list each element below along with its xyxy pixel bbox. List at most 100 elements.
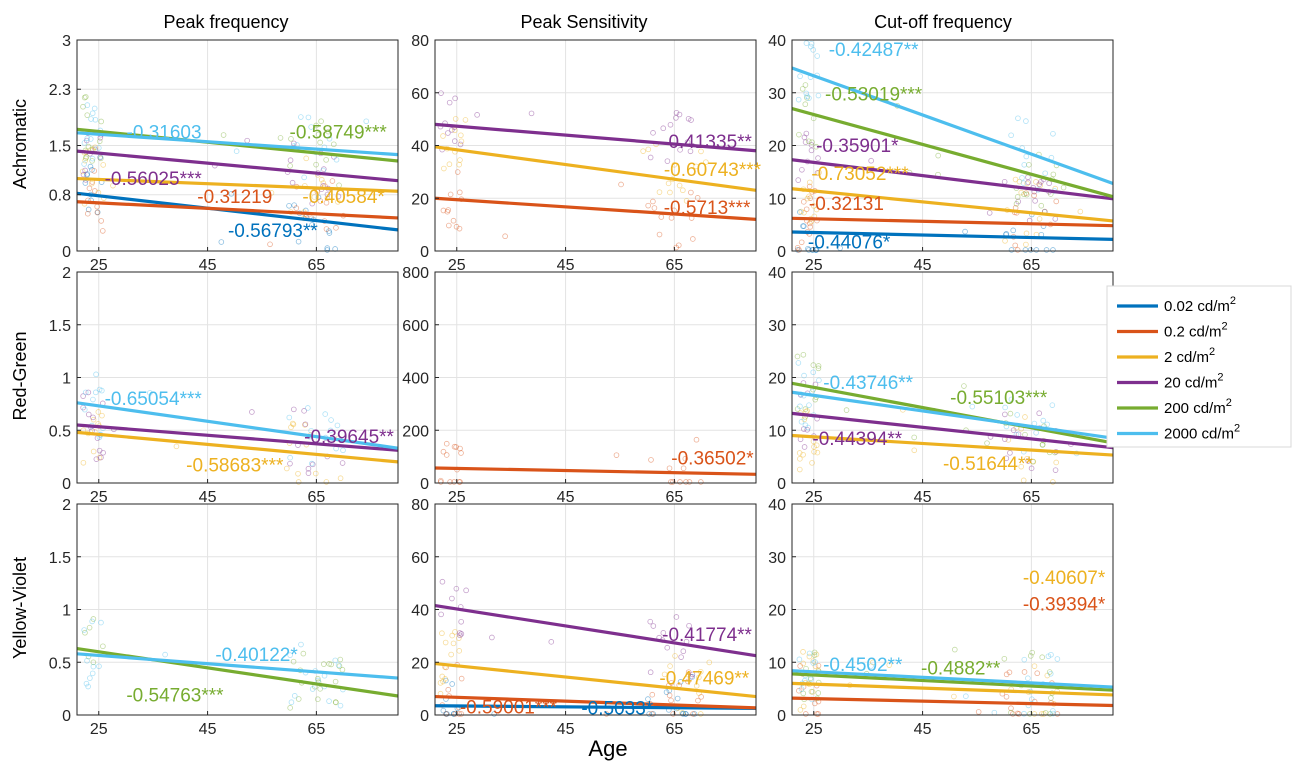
scatter-point [1031, 663, 1038, 669]
scatter-point [675, 242, 682, 249]
scatter-point [812, 396, 819, 403]
scatter-point [796, 450, 803, 456]
scatter-point [98, 619, 104, 626]
scatter-point [1038, 179, 1044, 185]
x-tick-label: 65 [665, 721, 683, 738]
scatter-point [1030, 458, 1037, 465]
panel-r1-c0: 25 45 65 0 0.5 1 1.5 2 -0.65054*** -0.39645** -0.5… [49, 265, 399, 506]
y-tick-label: 400 [402, 371, 429, 388]
scatter-point [1027, 247, 1034, 253]
scatter-point [1053, 198, 1060, 205]
scatter-point [801, 416, 808, 423]
scatter-point [843, 407, 850, 413]
scatter-point [810, 658, 817, 664]
y-tick-label: 0 [62, 244, 71, 261]
correlation-label: -0.31603 [127, 122, 202, 143]
scatter-point [1003, 455, 1010, 462]
scatter-point [308, 460, 315, 467]
scatter-point [688, 673, 694, 680]
scatter-point [1021, 162, 1028, 168]
scatter-point [812, 700, 818, 707]
fit-line-2 [791, 187, 1114, 223]
panel-r2-c1: 25 45 65 0 20 40 60 80 -0.41774** -0.47469** -0.59… [411, 497, 757, 738]
scatter-point [82, 180, 89, 186]
y-tick-label: 0 [420, 476, 429, 493]
scatter-point [815, 711, 822, 717]
scatter-point [89, 167, 95, 173]
scatter-point [80, 459, 87, 466]
scatter-point [690, 236, 696, 242]
scatter-point [1044, 672, 1051, 679]
scatter-point [82, 389, 89, 396]
fit-line-200 [791, 107, 1114, 199]
y-tick-label: 800 [402, 265, 429, 282]
scatter-point [686, 622, 692, 629]
scatter-point [886, 662, 893, 668]
scatter-point [1023, 191, 1030, 198]
scatter-point [691, 711, 698, 717]
scatter-point [1008, 705, 1014, 712]
scatter-point [1022, 414, 1028, 420]
scatter-point [81, 406, 88, 413]
scatter-point [447, 191, 454, 198]
correlation-label: -0.41774** [662, 625, 752, 646]
legend-label-superscript: 2 [1222, 321, 1228, 333]
scatter-point [289, 179, 296, 186]
scatter-point [291, 140, 297, 147]
y-tick-label: 0 [62, 708, 71, 725]
scatter-point [951, 693, 957, 700]
scatter-point [100, 162, 107, 168]
scatter-point [808, 40, 815, 47]
scatter-point [1047, 671, 1054, 677]
scatter-point [677, 479, 683, 485]
scatter-point [666, 465, 673, 472]
scatter-point [339, 666, 346, 673]
scatter-point [295, 238, 302, 245]
scatter-point [293, 205, 300, 211]
fit-line-2000 [791, 390, 1114, 440]
legend-label: 0.2 cd/m2 [1164, 321, 1228, 341]
scatter-point [690, 711, 696, 717]
scatter-point [90, 396, 96, 403]
scatter-point [800, 426, 807, 432]
scatter-point [328, 417, 334, 423]
scatter-point [647, 618, 654, 625]
scatter-point [301, 408, 307, 414]
scatter-point [83, 154, 90, 160]
scatter-point [308, 427, 314, 434]
scatter-point [667, 663, 673, 669]
scatter-point [674, 695, 681, 702]
column-title-peak-frequency: Peak frequency [163, 12, 288, 32]
scatter-point [806, 95, 812, 101]
scatter-point [92, 116, 99, 123]
scatter-point [440, 133, 446, 139]
scatter-point [618, 181, 624, 188]
scatter-point [86, 185, 93, 192]
scatter-point [450, 711, 457, 717]
scatter-point [668, 680, 675, 686]
correlation-label: -0.59001*** [460, 698, 558, 719]
scatter-point [686, 479, 693, 485]
x-tick-label: 45 [557, 257, 575, 274]
scatter-point [1008, 396, 1015, 403]
scatter-point [685, 116, 692, 122]
scatter-point [664, 644, 671, 651]
scatter-point [1015, 198, 1022, 205]
scatter-point [315, 131, 322, 138]
scatter-point [1023, 230, 1030, 237]
scatter-point [457, 479, 463, 485]
scatter-point [300, 650, 307, 657]
scatter-point [1029, 649, 1035, 656]
scatter-point [81, 94, 88, 101]
scatter-point [86, 624, 93, 631]
legend-box [1106, 285, 1292, 448]
scatter-point [1052, 467, 1059, 473]
panel-r0-c1: 25 45 65 0 20 40 60 80 -0.41335** -0.60743*** -0.5… [411, 33, 761, 274]
scatter-point [82, 155, 89, 162]
x-tick-label: 45 [557, 721, 575, 738]
scatter-point [814, 53, 821, 59]
fit-line-2 [791, 433, 1114, 457]
scatter-point [698, 694, 704, 700]
y-tick-label: 3 [62, 33, 71, 50]
legend-label-superscript: 2 [1234, 423, 1240, 435]
